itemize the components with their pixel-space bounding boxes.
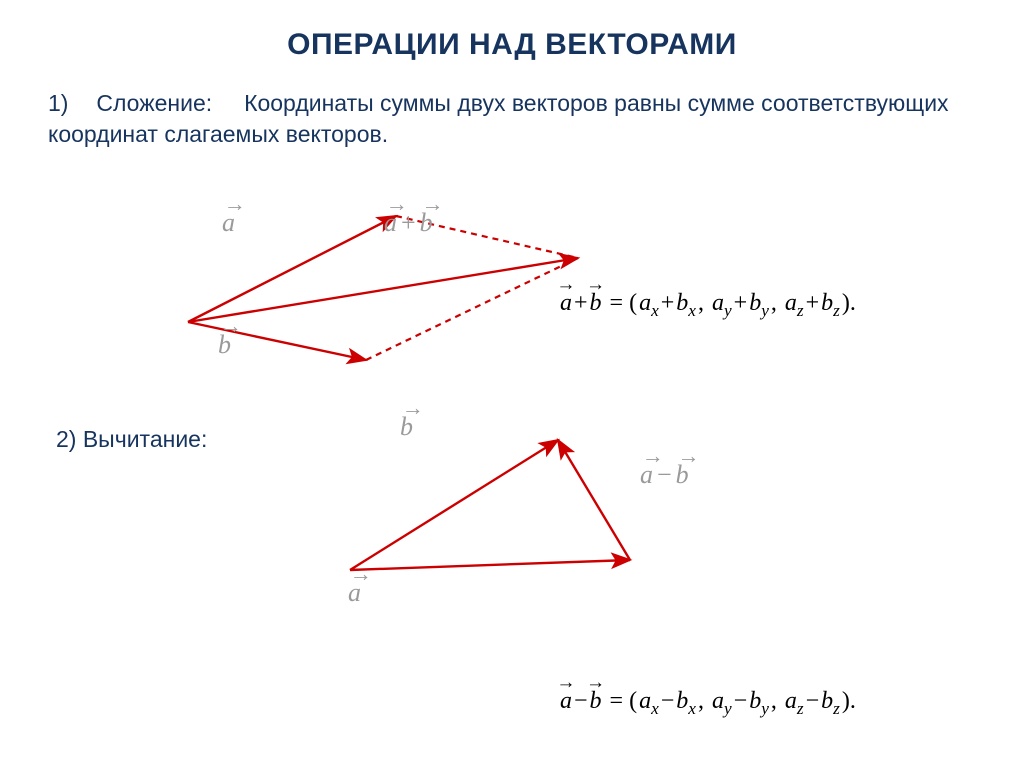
- item2-text: 2) Вычитание:: [56, 424, 207, 455]
- subtraction-label-a: a: [348, 578, 361, 608]
- addition-label-b: b: [218, 330, 231, 360]
- subtraction-label-b: b: [400, 412, 413, 442]
- subtraction-label-aminusb: a−b: [640, 460, 689, 490]
- item1-number: 1): [48, 88, 90, 119]
- formula-addition: a+b = (ax+bx, ay+by, az+bz).: [560, 290, 858, 321]
- formula-subtraction: a−b = (ax−bx, ay−by, az−bz).: [560, 688, 858, 719]
- addition-label-a: a: [222, 208, 235, 238]
- slide: ОПЕРАЦИИ НАД ВЕКТОРАМИ 1) Сложение: Коор…: [0, 0, 1024, 768]
- addition-label-aplusb: a+b: [384, 208, 433, 238]
- page-title: ОПЕРАЦИИ НАД ВЕКТОРАМИ: [0, 28, 1024, 62]
- item1-text: 1) Сложение: Координаты суммы двух векто…: [48, 88, 968, 150]
- item1-heading: Сложение:: [96, 90, 212, 116]
